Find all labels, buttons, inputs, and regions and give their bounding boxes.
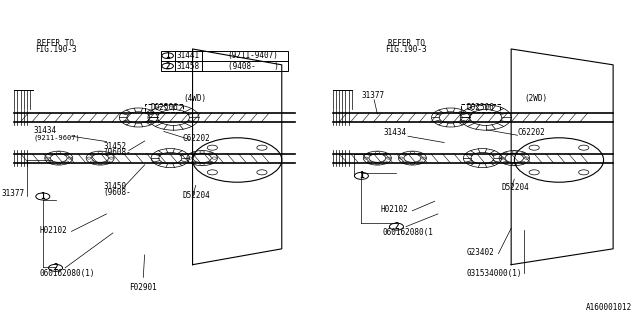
Text: 31377: 31377	[362, 91, 385, 100]
Text: C62202: C62202	[518, 128, 545, 137]
Text: FIG.190-3: FIG.190-3	[35, 45, 76, 54]
Text: 2: 2	[394, 222, 399, 231]
Text: (9211-9607): (9211-9607)	[33, 134, 80, 141]
Text: 31441: 31441	[177, 51, 200, 60]
Text: FIG.190-3: FIG.190-3	[385, 45, 427, 54]
Text: 31458: 31458	[177, 61, 200, 70]
Text: 060162080(1: 060162080(1	[383, 228, 433, 236]
Text: 1: 1	[359, 172, 364, 180]
Text: (9211-9407): (9211-9407)	[228, 51, 278, 60]
Text: 1: 1	[40, 192, 45, 201]
Text: 31434: 31434	[384, 128, 407, 137]
Text: REFER TO: REFER TO	[37, 39, 74, 48]
Text: 31434: 31434	[33, 126, 56, 135]
Text: 031534000(1): 031534000(1)	[467, 269, 522, 278]
Text: D52204: D52204	[502, 183, 529, 192]
Text: (9608-: (9608-	[103, 188, 131, 197]
Text: 2: 2	[165, 61, 170, 70]
Text: 060162080(1): 060162080(1)	[40, 269, 95, 278]
Text: A160001012: A160001012	[586, 303, 632, 312]
Text: 31450: 31450	[103, 181, 127, 190]
Text: (4WD): (4WD)	[183, 94, 206, 103]
Text: 1: 1	[165, 51, 170, 60]
Text: H02102: H02102	[40, 226, 67, 235]
Text: D02506: D02506	[150, 103, 178, 112]
Text: 31377: 31377	[1, 189, 24, 198]
Text: 2: 2	[53, 263, 58, 272]
Text: 31452: 31452	[103, 142, 127, 151]
Text: F02901: F02901	[129, 255, 157, 292]
Text: H02102: H02102	[381, 205, 408, 214]
Text: D52204: D52204	[183, 191, 211, 200]
Text: D02506: D02506	[467, 103, 495, 112]
Text: G23402: G23402	[467, 248, 494, 257]
Text: (9408-    ): (9408- )	[228, 61, 278, 70]
Text: (9608-: (9608-	[103, 148, 131, 157]
Text: REFER TO: REFER TO	[388, 39, 424, 48]
Text: (2WD): (2WD)	[524, 94, 547, 103]
Text: C62202: C62202	[183, 134, 211, 143]
